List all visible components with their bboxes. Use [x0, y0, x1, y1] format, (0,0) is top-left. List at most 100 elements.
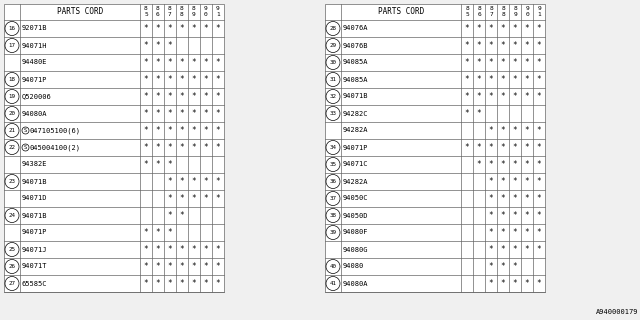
Text: 8: 8 — [192, 6, 196, 12]
Text: *: * — [513, 245, 517, 254]
Text: *: * — [513, 262, 517, 271]
Text: *: * — [168, 228, 172, 237]
Text: 94085A: 94085A — [343, 60, 369, 66]
Text: *: * — [525, 24, 529, 33]
Text: 27: 27 — [8, 281, 15, 286]
Text: *: * — [500, 279, 506, 288]
Text: *: * — [500, 211, 506, 220]
Text: *: * — [525, 194, 529, 203]
Text: 94282A: 94282A — [343, 127, 369, 133]
Text: *: * — [525, 58, 529, 67]
Text: *: * — [216, 58, 220, 67]
Text: *: * — [144, 160, 148, 169]
Text: *: * — [204, 177, 208, 186]
Text: *: * — [192, 92, 196, 101]
Text: 24: 24 — [8, 213, 15, 218]
Text: *: * — [168, 160, 172, 169]
Text: *: * — [180, 245, 184, 254]
Text: *: * — [525, 126, 529, 135]
Text: 94050C: 94050C — [343, 196, 369, 202]
Text: *: * — [168, 58, 172, 67]
Text: *: * — [500, 160, 506, 169]
Text: *: * — [180, 126, 184, 135]
Text: 047105100(6): 047105100(6) — [30, 127, 81, 134]
Text: S: S — [24, 128, 27, 133]
Text: 94071D: 94071D — [22, 196, 47, 202]
Text: *: * — [513, 92, 517, 101]
Text: 8: 8 — [156, 6, 160, 12]
Text: *: * — [525, 211, 529, 220]
Text: *: * — [168, 262, 172, 271]
Text: *: * — [168, 194, 172, 203]
Text: *: * — [204, 126, 208, 135]
Text: 5: 5 — [144, 12, 148, 18]
Text: *: * — [489, 177, 493, 186]
Text: *: * — [465, 92, 469, 101]
Text: 5: 5 — [465, 12, 469, 18]
Text: *: * — [168, 143, 172, 152]
Text: 16: 16 — [8, 26, 15, 31]
Text: 33: 33 — [330, 111, 337, 116]
Text: *: * — [477, 92, 481, 101]
Text: *: * — [216, 109, 220, 118]
Text: *: * — [537, 177, 541, 186]
Text: 94080A: 94080A — [343, 281, 369, 286]
Text: *: * — [513, 279, 517, 288]
Text: 8: 8 — [180, 12, 184, 18]
Text: *: * — [489, 58, 493, 67]
Text: *: * — [537, 143, 541, 152]
Text: 22: 22 — [8, 145, 15, 150]
Text: *: * — [216, 75, 220, 84]
Text: *: * — [156, 92, 160, 101]
Text: *: * — [144, 126, 148, 135]
Text: *: * — [465, 58, 469, 67]
Text: 30: 30 — [330, 60, 337, 65]
Text: *: * — [144, 262, 148, 271]
Text: 28: 28 — [330, 26, 337, 31]
Text: 94282A: 94282A — [343, 179, 369, 185]
Text: 94071C: 94071C — [343, 162, 369, 167]
Text: *: * — [144, 75, 148, 84]
Text: *: * — [465, 109, 469, 118]
Text: *: * — [513, 126, 517, 135]
Text: *: * — [489, 245, 493, 254]
Text: *: * — [144, 143, 148, 152]
Text: *: * — [216, 279, 220, 288]
Text: *: * — [465, 41, 469, 50]
Text: *: * — [477, 143, 481, 152]
Text: *: * — [513, 160, 517, 169]
Text: 94071P: 94071P — [22, 76, 47, 83]
Text: *: * — [192, 245, 196, 254]
Text: *: * — [537, 194, 541, 203]
Text: *: * — [144, 58, 148, 67]
Text: *: * — [525, 75, 529, 84]
Text: *: * — [204, 24, 208, 33]
Text: *: * — [500, 177, 506, 186]
Text: *: * — [513, 194, 517, 203]
Text: 39: 39 — [330, 230, 337, 235]
Text: 23: 23 — [8, 179, 15, 184]
Text: *: * — [525, 92, 529, 101]
Text: *: * — [477, 109, 481, 118]
Text: *: * — [489, 262, 493, 271]
Text: *: * — [489, 279, 493, 288]
Text: *: * — [489, 75, 493, 84]
Text: *: * — [192, 75, 196, 84]
Text: *: * — [180, 211, 184, 220]
Text: 94080G: 94080G — [343, 246, 369, 252]
Text: 8: 8 — [489, 6, 493, 12]
Text: *: * — [192, 143, 196, 152]
Text: *: * — [489, 228, 493, 237]
Text: *: * — [204, 143, 208, 152]
Text: PARTS CORD: PARTS CORD — [57, 7, 103, 17]
Text: *: * — [156, 228, 160, 237]
Text: *: * — [192, 194, 196, 203]
Text: 9: 9 — [525, 6, 529, 12]
Text: *: * — [513, 228, 517, 237]
Text: *: * — [500, 92, 506, 101]
Text: 6: 6 — [477, 12, 481, 18]
Text: *: * — [180, 75, 184, 84]
Text: *: * — [537, 24, 541, 33]
Text: *: * — [156, 41, 160, 50]
Text: 0: 0 — [525, 12, 529, 18]
